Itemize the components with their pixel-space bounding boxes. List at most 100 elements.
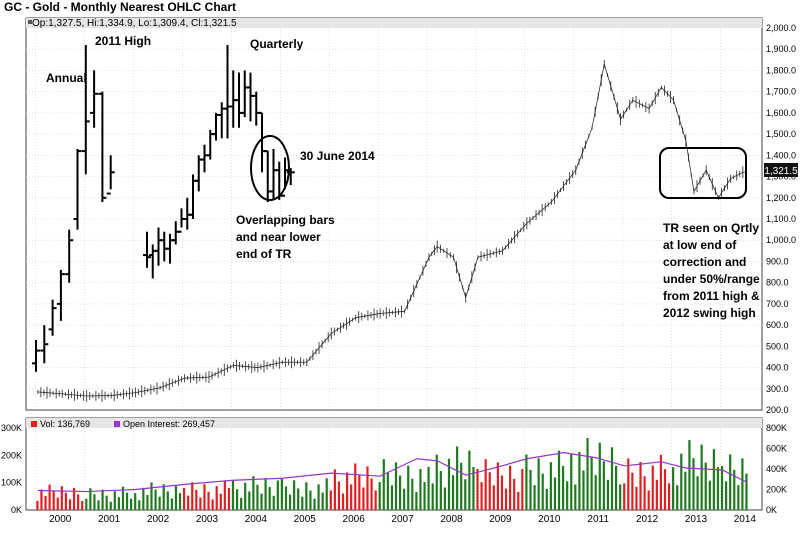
volume-bar [313, 498, 316, 510]
x-tick-label: 2005 [294, 514, 317, 525]
volume-bar [97, 500, 100, 510]
volume-bar [305, 482, 308, 510]
annotation-overlap-line1: Overlapping bars [236, 213, 335, 227]
x-tick-label: 2002 [147, 514, 170, 525]
volume-bar [378, 482, 381, 510]
last-price-badge [764, 163, 798, 177]
volume-bar [199, 497, 202, 510]
volume-bar [394, 462, 398, 510]
volume-bar [256, 484, 259, 510]
volume-bar [134, 493, 137, 510]
volume-bar [386, 472, 389, 510]
volume-bar [525, 454, 528, 510]
open-interest-tick-label: 200K [766, 485, 787, 495]
x-tick-label: 2010 [538, 514, 561, 525]
volume-bar [566, 481, 569, 510]
volume-bar [77, 494, 80, 510]
volume-bar [602, 461, 605, 510]
volume-bar [663, 469, 667, 510]
x-tick-label: 2003 [196, 514, 219, 525]
volume-bar [158, 496, 161, 510]
volume-bar [635, 486, 638, 510]
volume-bar [557, 450, 561, 510]
volume-bar [321, 492, 324, 510]
volume-bar [476, 469, 479, 510]
price-tick-label: 600.0 [766, 320, 789, 330]
x-tick-label: 2012 [636, 514, 659, 525]
volume-bar [231, 480, 235, 510]
volume-bar [574, 484, 577, 510]
volume-bar [170, 498, 173, 510]
volume-bar [350, 484, 353, 510]
volume-bar [407, 465, 410, 510]
volume-bar [582, 470, 585, 510]
volume-bar [729, 454, 732, 510]
volume-bar [44, 496, 47, 510]
price-tick-label: 1,400.0 [766, 150, 796, 160]
volume-bar [594, 475, 597, 510]
volume-bar [647, 490, 650, 510]
volume-bar [419, 469, 422, 510]
volume-bar [667, 483, 671, 510]
volume-bar [655, 479, 658, 510]
volume-bar [627, 458, 630, 510]
volume-bar [529, 469, 532, 510]
volume-bar [464, 479, 467, 510]
volume-readout: Vol: 136,769 [40, 419, 90, 429]
volume-bar [680, 453, 683, 510]
volume-bar [101, 489, 104, 510]
volume-bar [484, 459, 487, 510]
price-tick-label: 500.0 [766, 341, 789, 351]
volume-bar [451, 475, 455, 510]
x-tick-label: 2009 [489, 514, 512, 525]
volume-bar [154, 489, 157, 510]
volume-bar [488, 472, 491, 510]
price-tick-label: 1,600.0 [766, 108, 796, 118]
volume-bar [447, 458, 451, 510]
volume-bar [280, 478, 283, 510]
volume-bar [496, 462, 499, 510]
volume-bar [81, 500, 84, 510]
volume-bar [712, 449, 715, 510]
x-axis: 2000 2001 2002 2003 2004 2005 2006 2007 2008 2009… [49, 514, 756, 525]
grid-lines [26, 28, 762, 510]
volume-bar [570, 454, 573, 510]
volume-bar [398, 475, 402, 510]
volume-panel-frame [25, 417, 763, 511]
open-interest-tick-label: 600K [766, 444, 787, 454]
volume-bar [284, 486, 288, 510]
price-tick-label: 1,200.0 [766, 193, 796, 203]
volume-bar [346, 472, 349, 510]
volume-bar [142, 487, 145, 510]
volume-bar [374, 490, 377, 510]
volume-bar [741, 458, 744, 510]
volume-bar [52, 491, 55, 510]
volume-bar [692, 458, 695, 510]
volume-bar [472, 466, 475, 510]
volume-bar [48, 484, 51, 510]
volume-axis: 300K 200K 100K 0K 800K 600K 400K 200K 0K [1, 423, 787, 515]
annotation-annual: Annual [46, 71, 87, 85]
open-interest-readout: Open Interest: 269,457 [123, 419, 215, 429]
open-interest-tick-label: 800K [766, 423, 787, 433]
volume-bar [370, 478, 373, 510]
volume-bar [521, 469, 524, 510]
price-tick-label: 1,000.0 [766, 235, 796, 245]
volume-bar [223, 480, 226, 510]
volume-bar [85, 498, 88, 510]
volume-bar [329, 490, 332, 510]
volume-bar [174, 486, 178, 510]
volume-bar [113, 491, 116, 510]
volume-bar [240, 497, 243, 510]
overlap-highlight-ellipse [250, 135, 290, 201]
monthly-close-series [37, 60, 747, 402]
volume-bar [456, 446, 459, 510]
volume-bar [639, 462, 642, 510]
volume-bar [72, 487, 76, 510]
volume-bar [509, 465, 512, 510]
volume-bar [390, 485, 394, 510]
volume-readout-strip [26, 418, 762, 428]
annotations: Annual 2011 High Quarterly 30 June 2014 … [46, 34, 760, 320]
volume-bar [513, 478, 516, 510]
volume-bar [651, 465, 654, 510]
